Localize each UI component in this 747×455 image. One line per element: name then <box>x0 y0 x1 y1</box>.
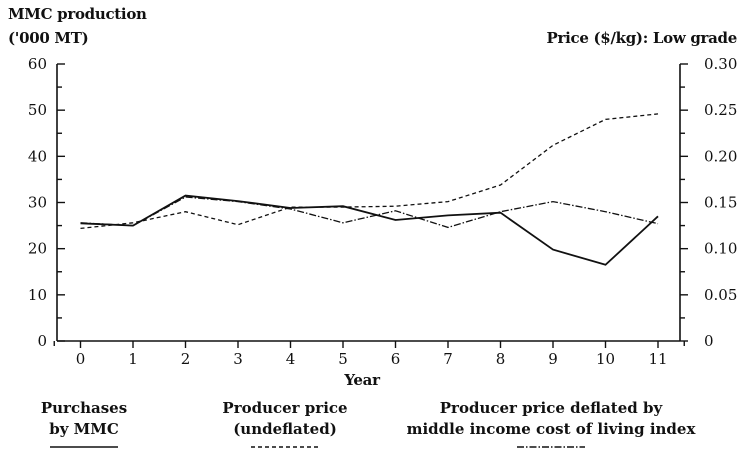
left-tick-label: 10 <box>28 286 47 304</box>
legend-label: (undeflated) <box>233 420 337 438</box>
legend: Purchases by MMC Producer price (undeflated… <box>41 399 697 448</box>
x-tick-label: 7 <box>443 350 453 368</box>
series-line-1 <box>80 194 659 266</box>
x-tick-label: 2 <box>181 350 191 368</box>
x-tick-label: 6 <box>391 350 401 368</box>
left-tick-label: 0 <box>37 332 47 350</box>
x-tick-label: 10 <box>596 350 615 368</box>
x-tick-label: 5 <box>338 350 348 368</box>
legend-label: Producer price <box>222 399 347 417</box>
right-tick-label: 0.15 <box>704 194 737 212</box>
right-tick-label: 0.25 <box>704 101 737 119</box>
legend-label: Producer price deflated by <box>440 399 664 417</box>
right-axis-ticks: 0 0.05 0.10 0.15 0.20 0.25 0.30 <box>680 55 737 350</box>
left-tick-label: 60 <box>28 55 47 73</box>
x-tick-label: 3 <box>233 350 243 368</box>
right-tick-label: 0 <box>704 332 714 350</box>
x-tick-label: 0 <box>76 350 86 368</box>
right-tick-label: 0.10 <box>704 240 737 258</box>
x-tick-label: 8 <box>496 350 506 368</box>
left-axis-ticks: 0 10 20 30 40 50 60 <box>28 55 65 350</box>
x-tick-label: 4 <box>286 350 296 368</box>
legend-label: by MMC <box>49 420 119 438</box>
left-tick-label: 50 <box>28 101 47 119</box>
y-left-title-line-2: ('000 MT) <box>8 29 88 47</box>
legend-label: Purchases <box>41 399 127 417</box>
x-tick-label: 11 <box>648 350 667 368</box>
left-tick-label: 30 <box>28 194 47 212</box>
series-line-3 <box>80 196 659 229</box>
right-tick-label: 0.20 <box>704 147 737 165</box>
x-tick-label: 9 <box>548 350 558 368</box>
x-axis-title: Year <box>343 371 381 389</box>
right-tick-label: 0.30 <box>704 55 737 73</box>
y-left-title-line-1: MMC production <box>8 5 147 23</box>
series-line-2 <box>80 113 659 230</box>
x-tick-label: 1 <box>128 350 138 368</box>
left-tick-label: 20 <box>28 240 47 258</box>
y-right-title: Price ($/kg): Low grade <box>547 29 737 47</box>
series-lines <box>80 113 659 266</box>
x-axis-ticks: 0 1 2 3 4 5 6 7 8 9 10 11 <box>53 341 685 368</box>
left-tick-label: 40 <box>28 147 47 165</box>
right-tick-label: 0.05 <box>704 286 737 304</box>
legend-label: middle income cost of living index <box>407 420 697 438</box>
